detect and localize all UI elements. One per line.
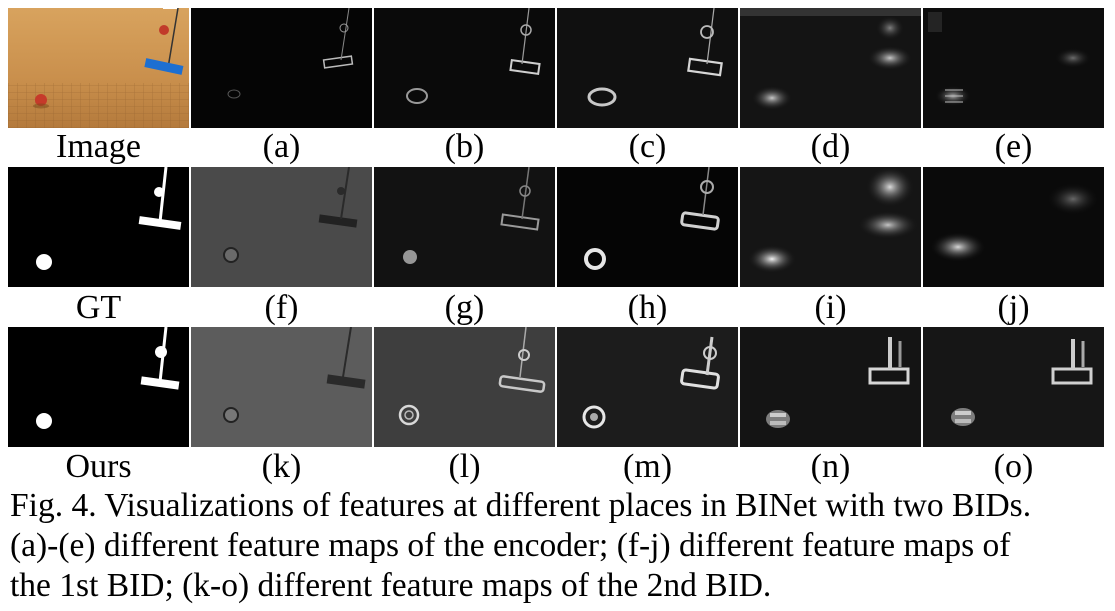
- feature-map-j: [923, 167, 1104, 287]
- panel-label: (i): [814, 289, 847, 326]
- panel-label: GT: [75, 289, 122, 326]
- prediction-mask: [8, 327, 189, 447]
- feature-map-e: [923, 8, 1104, 128]
- feature-map-c: [557, 8, 738, 128]
- feature-map-k: [191, 327, 372, 447]
- input-image-panel: [8, 8, 189, 128]
- feature-map-f: [191, 167, 372, 287]
- feature-map-b: [374, 8, 555, 128]
- panel-label: Ours: [65, 448, 132, 485]
- feature-map-g: [374, 167, 555, 287]
- panel-label: (h): [627, 289, 668, 326]
- panel-label: Image: [56, 128, 141, 165]
- panel-label: (k): [261, 448, 302, 485]
- feature-map-l: [374, 327, 555, 447]
- feature-map-h: [557, 167, 738, 287]
- panel-label: (l): [448, 448, 481, 485]
- panel-label: (o): [993, 448, 1034, 485]
- panel-label: (n): [810, 448, 851, 485]
- panel-label: (j): [997, 289, 1030, 326]
- panel-label: (f): [264, 289, 299, 326]
- ground-truth-mask: [8, 167, 189, 287]
- panel-label: (m): [622, 448, 673, 485]
- caption-line: Fig. 4. Visualizations of features at di…: [10, 487, 1032, 524]
- input-image: [8, 8, 189, 128]
- feature-map-m: [557, 327, 738, 447]
- panel-row-1: [8, 8, 1108, 128]
- feature-map-a: [191, 8, 372, 128]
- feature-map-o: [923, 327, 1104, 447]
- panel-label: (c): [628, 128, 667, 165]
- panel-label: (d): [810, 128, 851, 165]
- figure-caption: Fig. 4. Visualizations of features at di…: [10, 486, 1110, 606]
- label-row-2: GT (f) (g) (h) (i) (j): [8, 290, 1108, 326]
- caption-line: (a)-(e) different feature maps of the en…: [10, 527, 1011, 564]
- feature-map-d: [740, 8, 921, 128]
- panel-label: (b): [444, 128, 485, 165]
- feature-map-n: [740, 327, 921, 447]
- label-row-1: Image (a) (b) (c) (d) (e): [8, 129, 1108, 165]
- panel-row-2: [8, 167, 1108, 287]
- panel-label: (e): [994, 128, 1033, 165]
- panel-label: (g): [444, 289, 485, 326]
- panel-label: (a): [262, 128, 301, 165]
- label-row-3: Ours (k) (l) (m) (n) (o): [8, 449, 1108, 485]
- caption-line: the 1st BID; (k-o) different feature map…: [10, 567, 772, 604]
- feature-map-i: [740, 167, 921, 287]
- panel-row-3: [8, 327, 1108, 447]
